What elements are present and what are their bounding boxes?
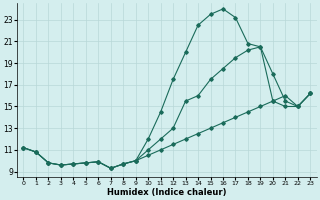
X-axis label: Humidex (Indice chaleur): Humidex (Indice chaleur) (107, 188, 227, 197)
